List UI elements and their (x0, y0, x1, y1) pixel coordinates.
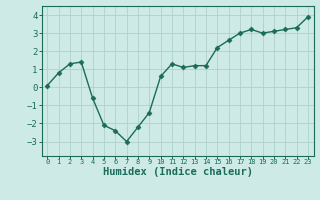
X-axis label: Humidex (Indice chaleur): Humidex (Indice chaleur) (103, 167, 252, 177)
